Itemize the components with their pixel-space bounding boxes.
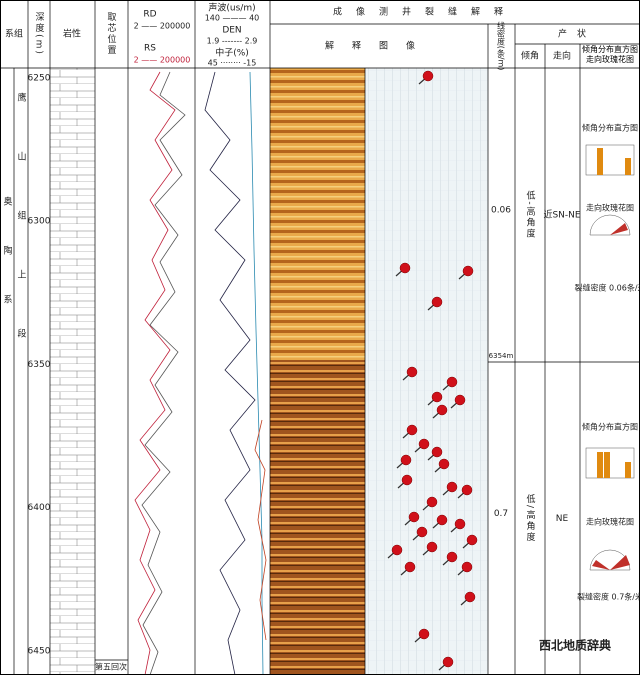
header-cell: 岩性	[63, 28, 81, 40]
header-cell: 取芯位置	[106, 12, 117, 56]
curve-scale: 2 —— 200000	[134, 22, 191, 31]
depth-label: 6350	[28, 360, 51, 370]
title: 成像测井裂缝解释	[333, 6, 517, 18]
strike: 近SN-NE	[543, 209, 580, 221]
header-cell: 产状	[558, 28, 596, 40]
curve-name: DEN	[222, 26, 241, 36]
header-cell: 系组	[5, 28, 23, 40]
depth-labels: 6250 6300 6350 6400 6450	[28, 74, 51, 657]
watermark: 西北地质辞典	[539, 638, 611, 653]
curve-scale: 140 ——— 40	[205, 14, 260, 23]
depth-label: 6450	[28, 646, 51, 656]
mini-charts	[585, 144, 635, 571]
fracture-density: 裂缝密度 0.06条/米	[574, 283, 640, 293]
depth-label: 6400	[28, 503, 51, 513]
header-cell: 走向	[553, 50, 571, 62]
header-cell: 倾角	[521, 50, 539, 62]
header-cell: 线密度(条/m)	[497, 21, 506, 71]
boundary: 6354m	[489, 352, 514, 360]
curve-name: RD	[143, 10, 156, 20]
fracture-density: 裂缝密度 0.7条/米	[577, 592, 640, 602]
dip-desc: 低/高角度	[525, 493, 536, 543]
rose-title: 走向玫瑰花图	[586, 517, 634, 527]
core-run: 第五回次	[95, 662, 127, 672]
system: 奥陶系	[2, 195, 13, 343]
image-log-lower	[270, 360, 365, 675]
interpretation-grid	[365, 68, 488, 675]
hist-title: 倾角分布直方图	[582, 123, 638, 133]
header-cell: 解释图像	[325, 40, 433, 52]
depth-label: 6300	[28, 217, 51, 227]
lithology-pattern	[50, 68, 95, 675]
curve-scale: 2 —— 200000	[134, 56, 191, 65]
curve-name: 中子(%)	[215, 47, 249, 59]
curve-name: 声波(us/m)	[208, 2, 255, 14]
log-curves	[134, 71, 267, 676]
line-density: 0.06	[491, 206, 511, 216]
curve-name: RS	[144, 44, 156, 54]
header-cell: 倾角分布直方图走向玫瑰花图	[582, 45, 638, 64]
depth-label: 6250	[28, 74, 51, 84]
line-density: 0.7	[494, 509, 508, 519]
image-log-upper	[270, 68, 365, 360]
hist-title: 倾角分布直方图	[582, 422, 638, 432]
group: 鹰山组上段	[16, 91, 27, 387]
curve-scale: 45 ········ -15	[208, 59, 257, 68]
curve-scale: 1.9 ------- 2.9	[207, 37, 258, 46]
header: 成像测井裂缝解释 系组 深度(m) 岩性 取芯位置 RD 2 —— 200000…	[5, 2, 638, 71]
dip-desc: 低-高角度	[525, 189, 536, 239]
header-cell: 深度(m)	[34, 12, 45, 56]
strike: NE	[556, 514, 569, 524]
rose-title: 走向玫瑰花图	[586, 203, 634, 213]
